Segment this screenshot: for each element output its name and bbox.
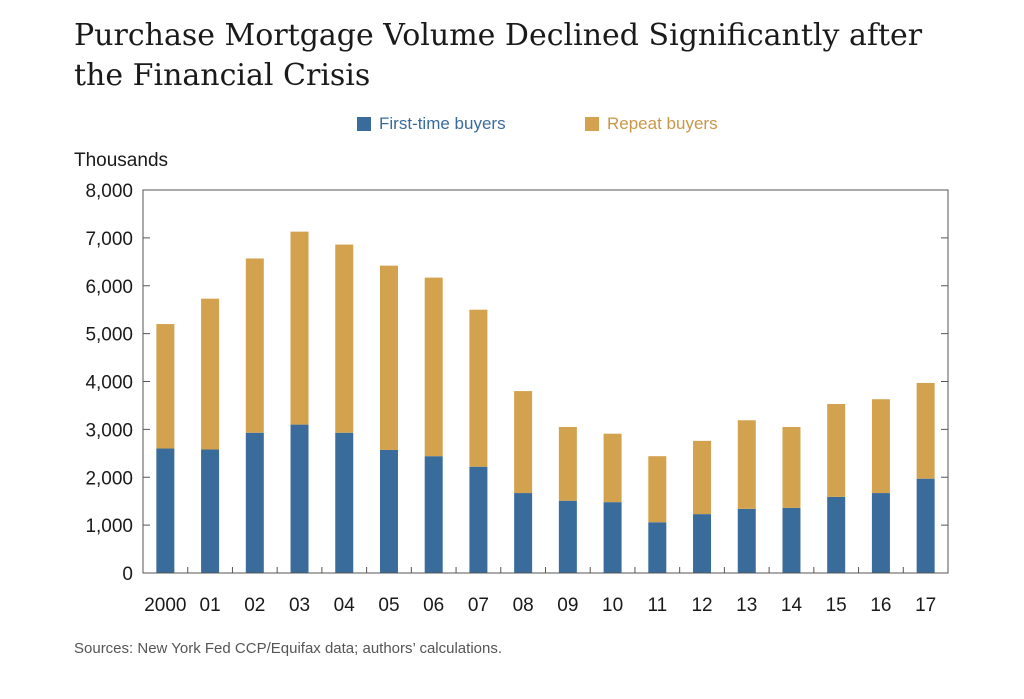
chart-title: Purchase Mortgage Volume Declined Signif… bbox=[74, 18, 923, 93]
y-tick-label: 8,000 bbox=[85, 181, 133, 202]
bar-repeat-16 bbox=[871, 399, 890, 494]
y-tick-label: 1,000 bbox=[85, 516, 133, 537]
bar-first-time-2000 bbox=[156, 448, 175, 573]
legend-label-first-time: First-time buyers bbox=[379, 114, 506, 133]
bar-repeat-04 bbox=[335, 244, 354, 433]
x-tick-label: 11 bbox=[647, 595, 667, 616]
x-tick-label: 17 bbox=[915, 595, 936, 616]
legend-swatch-first-time bbox=[357, 117, 371, 131]
bar-repeat-05 bbox=[379, 265, 398, 450]
bar-repeat-11 bbox=[648, 456, 667, 523]
x-tick-label: 08 bbox=[513, 595, 534, 616]
x-tick-label: 13 bbox=[736, 595, 757, 616]
bar-repeat-06 bbox=[424, 277, 443, 457]
bar-repeat-13 bbox=[737, 420, 756, 509]
bar-repeat-2000 bbox=[156, 324, 175, 449]
bar-first-time-12 bbox=[693, 514, 712, 573]
bar-repeat-10 bbox=[603, 433, 622, 503]
bar-repeat-17 bbox=[916, 382, 935, 479]
x-tick-label: 03 bbox=[289, 595, 310, 616]
bar-first-time-08 bbox=[514, 493, 533, 573]
legend-label-repeat: Repeat buyers bbox=[607, 114, 718, 133]
y-tick-label: 7,000 bbox=[85, 229, 133, 250]
bar-repeat-08 bbox=[514, 391, 533, 494]
x-axis: 2000 01 02 03 04 05 06 07 08 09 10 11 12 13 14 15 16 17 bbox=[144, 567, 936, 616]
bar-repeat-14 bbox=[782, 426, 801, 508]
bars-group bbox=[156, 231, 935, 573]
bar-first-time-05 bbox=[379, 449, 398, 573]
x-tick-label: 15 bbox=[826, 595, 847, 616]
bar-first-time-01 bbox=[201, 449, 220, 573]
bar-first-time-13 bbox=[737, 508, 756, 573]
x-tick-label: 10 bbox=[602, 595, 623, 616]
legend-swatch-repeat bbox=[585, 117, 599, 131]
bar-first-time-17 bbox=[916, 478, 935, 573]
x-tick-label: 02 bbox=[244, 595, 265, 616]
y-axis: 0 1,000 2,000 3,000 4,000 5,000 6,000 7,000 8,00… bbox=[85, 181, 948, 585]
x-tick-label: 12 bbox=[691, 595, 712, 616]
bar-repeat-02 bbox=[245, 258, 264, 433]
x-tick-label: 2000 bbox=[144, 595, 186, 616]
y-tick-label: 2,000 bbox=[85, 468, 133, 489]
y-tick-label: 5,000 bbox=[85, 325, 133, 346]
legend-item-first-time: First-time buyers bbox=[357, 114, 506, 134]
y-tick-label: 3,000 bbox=[85, 420, 133, 441]
legend-item-repeat: Repeat buyers bbox=[585, 114, 718, 134]
bar-first-time-11 bbox=[648, 522, 667, 573]
x-tick-label: 14 bbox=[781, 595, 803, 616]
bar-first-time-14 bbox=[782, 507, 801, 573]
x-tick-label: 09 bbox=[557, 595, 578, 616]
x-tick-label: 07 bbox=[468, 595, 489, 616]
legend: First-time buyers Repeat buyers bbox=[0, 114, 1024, 138]
x-tick-label: 05 bbox=[378, 595, 399, 616]
x-tick-label: 04 bbox=[334, 595, 356, 616]
bar-first-time-02 bbox=[245, 432, 264, 573]
bar-first-time-04 bbox=[335, 432, 354, 573]
plot-frame bbox=[142, 189, 949, 574]
bar-first-time-09 bbox=[558, 500, 577, 573]
bar-first-time-03 bbox=[290, 424, 309, 573]
bar-first-time-16 bbox=[871, 493, 890, 573]
x-tick-label: 01 bbox=[200, 595, 221, 616]
bar-repeat-07 bbox=[469, 309, 488, 467]
x-tick-label: 16 bbox=[870, 595, 891, 616]
x-tick-label: 06 bbox=[423, 595, 444, 616]
bar-repeat-09 bbox=[558, 426, 577, 501]
bar-repeat-15 bbox=[827, 404, 846, 497]
source-note: Sources: New York Fed CCP/Equifax data; … bbox=[74, 640, 502, 657]
bar-first-time-06 bbox=[424, 456, 443, 573]
bar-repeat-03 bbox=[290, 231, 309, 425]
y-tick-label: 4,000 bbox=[85, 373, 133, 394]
bar-first-time-10 bbox=[603, 502, 622, 573]
y-tick-label: 6,000 bbox=[85, 277, 133, 298]
bar-repeat-12 bbox=[693, 440, 712, 515]
bar-first-time-07 bbox=[469, 466, 488, 573]
y-axis-unit-label: Thousands bbox=[74, 150, 169, 171]
y-tick-label: 0 bbox=[122, 564, 133, 585]
bar-first-time-15 bbox=[827, 496, 846, 573]
bar-repeat-01 bbox=[201, 298, 220, 450]
